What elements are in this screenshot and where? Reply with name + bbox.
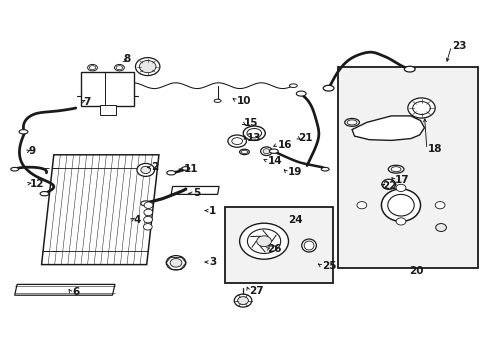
Text: 2: 2 [151, 162, 159, 172]
Bar [338, 67, 477, 268]
Text: 10: 10 [237, 96, 251, 106]
Ellipse shape [182, 167, 189, 170]
Bar [224, 207, 332, 283]
Text: 15: 15 [243, 118, 258, 128]
Circle shape [239, 223, 288, 259]
Circle shape [434, 202, 444, 209]
Ellipse shape [390, 167, 400, 172]
Ellipse shape [227, 135, 246, 147]
Ellipse shape [296, 91, 305, 96]
Circle shape [237, 297, 248, 305]
Text: 11: 11 [183, 164, 198, 174]
Circle shape [395, 184, 405, 192]
Text: 6: 6 [72, 287, 79, 297]
Text: 19: 19 [287, 167, 301, 177]
Polygon shape [171, 186, 219, 194]
Circle shape [141, 166, 150, 174]
Ellipse shape [289, 84, 297, 87]
Text: 24: 24 [288, 215, 303, 225]
Ellipse shape [321, 167, 328, 171]
Circle shape [435, 224, 446, 231]
Text: 14: 14 [267, 156, 282, 166]
Circle shape [170, 258, 182, 267]
Text: 1: 1 [209, 206, 216, 216]
Text: 9: 9 [28, 146, 36, 156]
Text: 22: 22 [382, 181, 396, 191]
Circle shape [143, 209, 152, 216]
Circle shape [144, 202, 153, 208]
Text: 7: 7 [83, 96, 90, 107]
Circle shape [139, 60, 156, 73]
Circle shape [263, 149, 269, 154]
Circle shape [381, 179, 395, 189]
Circle shape [166, 256, 185, 270]
Circle shape [247, 229, 280, 253]
Circle shape [143, 224, 152, 230]
Circle shape [395, 218, 405, 225]
Text: 12: 12 [29, 179, 44, 189]
Ellipse shape [19, 130, 28, 134]
Ellipse shape [269, 149, 278, 153]
Ellipse shape [231, 138, 242, 145]
Ellipse shape [381, 189, 420, 221]
Ellipse shape [214, 99, 221, 103]
Ellipse shape [323, 85, 333, 91]
Text: 27: 27 [249, 285, 264, 296]
Text: 25: 25 [321, 261, 336, 271]
Ellipse shape [246, 129, 261, 138]
Ellipse shape [344, 118, 359, 126]
Circle shape [356, 202, 366, 209]
Text: 13: 13 [246, 132, 261, 143]
Circle shape [407, 98, 434, 118]
Text: 20: 20 [408, 266, 423, 276]
Circle shape [143, 216, 152, 223]
Text: 18: 18 [427, 144, 442, 154]
Circle shape [256, 236, 271, 247]
Ellipse shape [304, 241, 313, 250]
Text: 3: 3 [209, 257, 216, 267]
Ellipse shape [11, 167, 19, 171]
Ellipse shape [404, 66, 414, 72]
Polygon shape [15, 284, 115, 295]
Text: 8: 8 [123, 54, 130, 64]
Circle shape [137, 163, 154, 176]
Text: 4: 4 [133, 215, 140, 225]
Ellipse shape [141, 201, 150, 206]
Ellipse shape [241, 150, 247, 154]
Text: 21: 21 [298, 132, 312, 143]
Polygon shape [41, 155, 159, 265]
Polygon shape [351, 116, 424, 140]
Text: 5: 5 [193, 188, 200, 198]
Circle shape [135, 58, 160, 76]
Ellipse shape [387, 194, 413, 216]
Bar [100, 105, 116, 115]
Ellipse shape [301, 239, 316, 252]
Bar [81, 72, 134, 106]
Ellipse shape [114, 64, 124, 71]
Text: 26: 26 [267, 244, 282, 254]
Ellipse shape [116, 66, 122, 70]
Ellipse shape [243, 126, 264, 140]
Text: 16: 16 [277, 140, 292, 150]
Ellipse shape [166, 171, 175, 175]
Ellipse shape [87, 64, 97, 71]
Ellipse shape [40, 192, 49, 196]
Text: 23: 23 [451, 41, 466, 51]
Text: 17: 17 [394, 175, 409, 185]
Ellipse shape [239, 149, 249, 155]
Ellipse shape [346, 120, 356, 125]
Circle shape [260, 147, 272, 156]
Ellipse shape [387, 165, 403, 173]
Circle shape [234, 294, 251, 307]
Circle shape [412, 102, 429, 114]
Ellipse shape [89, 66, 96, 70]
